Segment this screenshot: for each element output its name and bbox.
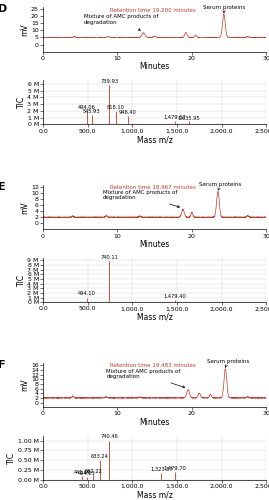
Text: Serum proteins: Serum proteins <box>203 4 245 13</box>
Text: 739.93: 739.93 <box>100 79 118 84</box>
Text: Mixture of AMC products of
degradation: Mixture of AMC products of degradation <box>102 190 179 208</box>
Y-axis label: TIC: TIC <box>7 452 16 464</box>
Text: F: F <box>0 360 6 370</box>
Y-axis label: TIC: TIC <box>17 274 26 286</box>
Text: Retention time 19.200 minutes: Retention time 19.200 minutes <box>110 8 196 12</box>
Text: 1,323.57: 1,323.57 <box>150 467 172 472</box>
Text: 740.11: 740.11 <box>100 255 118 260</box>
Text: 494.11: 494.11 <box>78 470 96 476</box>
Text: 818.10: 818.10 <box>107 105 125 110</box>
Text: Retention time 19.483 minutes: Retention time 19.483 minutes <box>110 363 196 368</box>
Text: 740.46: 740.46 <box>100 434 118 440</box>
Text: 494.10: 494.10 <box>78 292 96 296</box>
Y-axis label: mV: mV <box>21 379 30 392</box>
Text: 1,479.40: 1,479.40 <box>164 294 186 298</box>
X-axis label: Mass m/z: Mass m/z <box>137 135 173 144</box>
Text: Serum proteins: Serum proteins <box>207 359 249 367</box>
Text: 494.06: 494.06 <box>78 105 96 110</box>
Text: 545.93: 545.93 <box>83 109 101 114</box>
Y-axis label: mV: mV <box>21 24 30 36</box>
X-axis label: Minutes: Minutes <box>140 62 170 71</box>
Text: Retention time 18.967 minutes: Retention time 18.967 minutes <box>110 186 196 190</box>
X-axis label: Minutes: Minutes <box>140 418 170 426</box>
Text: 633.24: 633.24 <box>91 454 108 459</box>
Y-axis label: TIC: TIC <box>17 96 26 108</box>
Text: 441.60: 441.60 <box>74 470 91 475</box>
Text: Mixture of AMC products of
degradation: Mixture of AMC products of degradation <box>106 368 185 388</box>
X-axis label: Minutes: Minutes <box>140 240 170 249</box>
Text: 1,635.95: 1,635.95 <box>178 116 200 120</box>
Text: E: E <box>0 182 6 192</box>
Y-axis label: mV: mV <box>21 201 30 213</box>
Text: Serum proteins: Serum proteins <box>199 182 242 190</box>
X-axis label: Mass m/z: Mass m/z <box>137 490 173 500</box>
Text: 1,479.70: 1,479.70 <box>164 466 187 471</box>
Text: 562.22: 562.22 <box>84 469 102 474</box>
X-axis label: Mass m/z: Mass m/z <box>137 313 173 322</box>
Text: D: D <box>0 4 8 14</box>
Text: 946.40: 946.40 <box>119 110 136 114</box>
Text: Mixture of AMC products of
degradation: Mixture of AMC products of degradation <box>84 14 158 30</box>
Text: 1,479.67: 1,479.67 <box>164 114 187 119</box>
